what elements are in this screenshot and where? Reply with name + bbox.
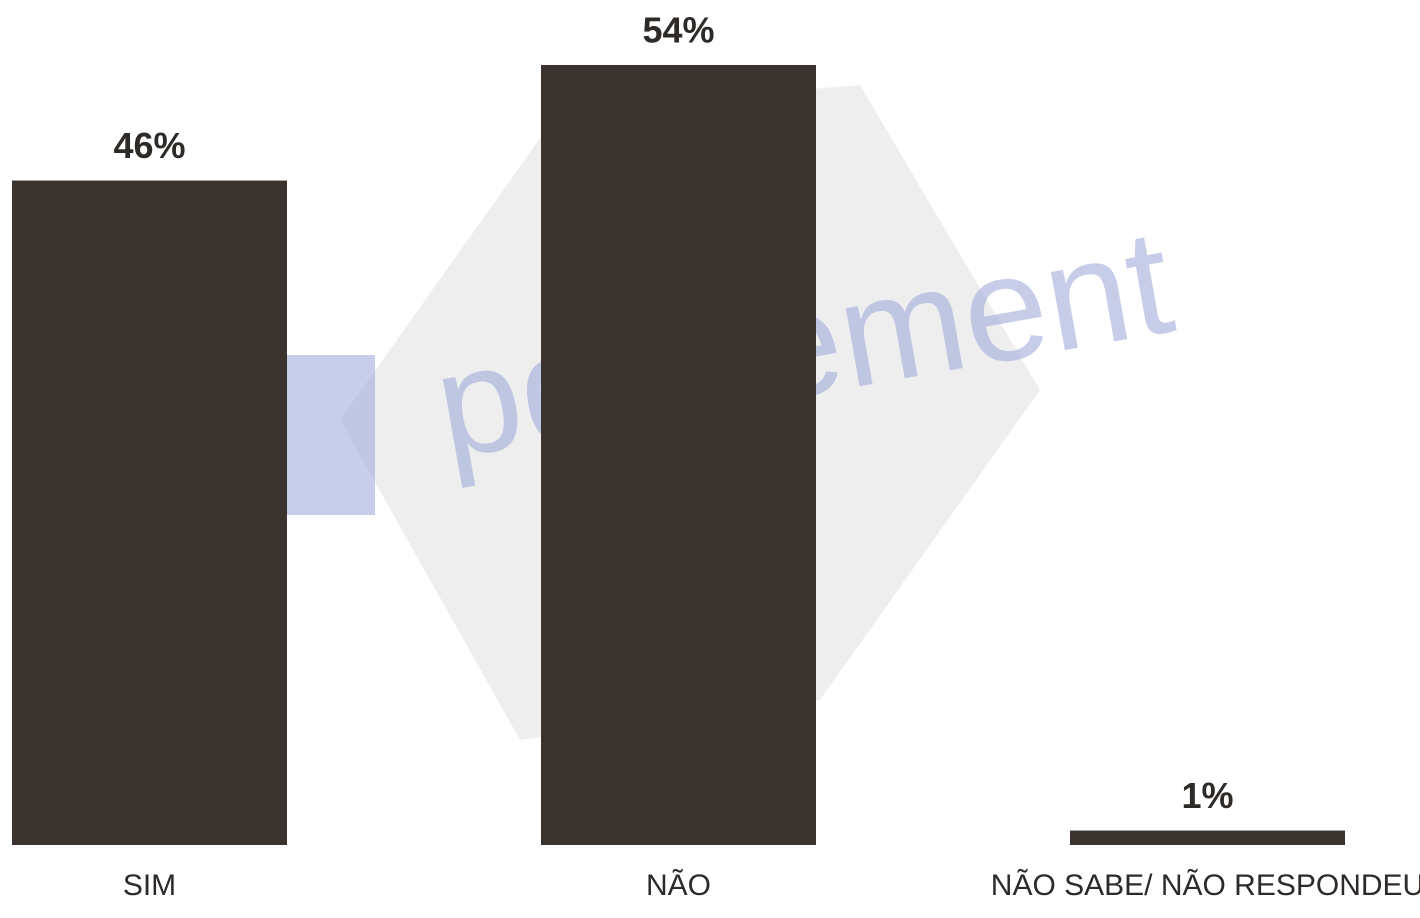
x-tick-label: NÃO [646, 868, 711, 902]
x-tick-label: NÃO SABE/ NÃO RESPONDEU [991, 868, 1420, 902]
value-label: 54% [642, 10, 714, 51]
bar [541, 65, 816, 845]
x-tick-label: SIM [123, 869, 176, 902]
value-label: 46% [113, 125, 185, 166]
bar [12, 180, 287, 846]
value-label: 1% [1181, 775, 1233, 816]
bar [1070, 830, 1345, 845]
